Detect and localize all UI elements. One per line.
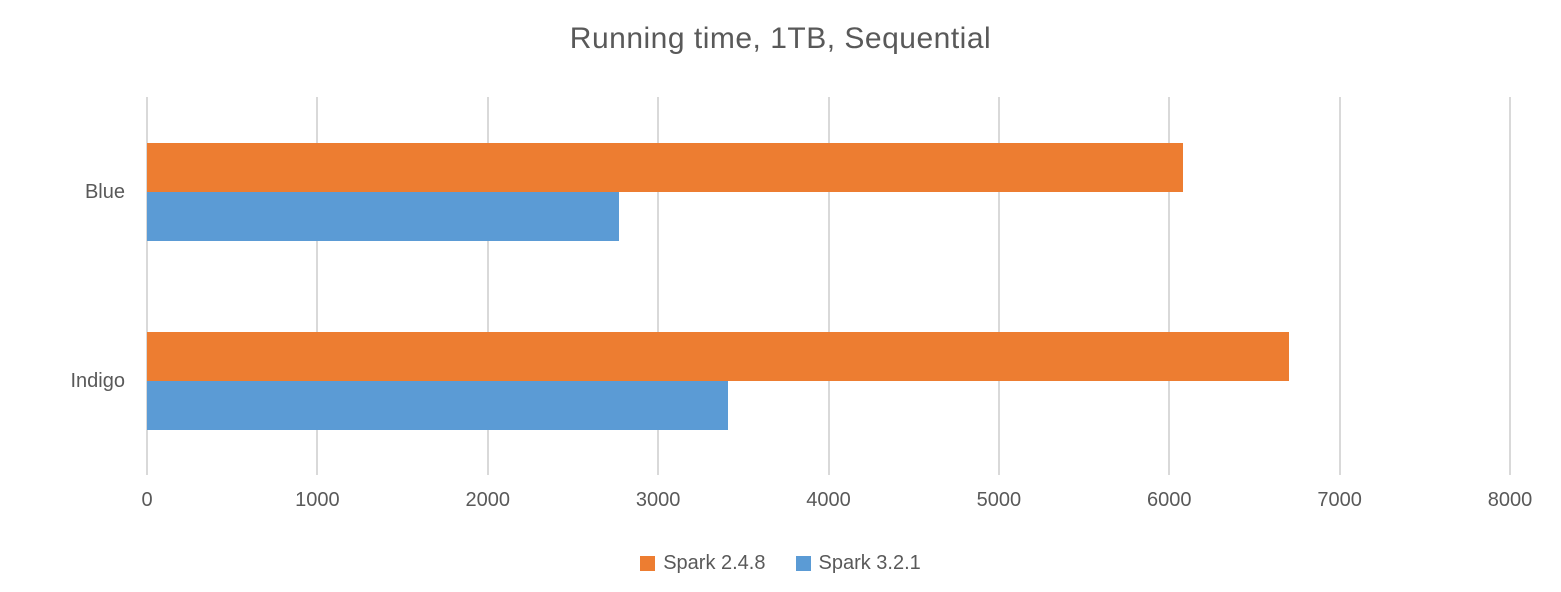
bar-indigo-spark-2-4-8 xyxy=(147,331,1289,381)
bar-indigo-spark-3-2-1 xyxy=(147,380,728,430)
legend-swatch-spark-2-4-8 xyxy=(640,556,656,571)
gridline xyxy=(997,97,1000,475)
y-axis-category-label-blue: Blue xyxy=(84,180,125,203)
legend: Spark 2.4.8 Spark 3.2.1 xyxy=(0,552,1561,575)
legend-label-spark-3-2-1: Spark 3.2.1 xyxy=(818,552,921,574)
gridline xyxy=(1168,97,1171,475)
legend-label-spark-2-4-8: Spark 2.4.8 xyxy=(663,552,766,574)
x-axis-tick-label: 2000 xyxy=(465,489,511,511)
y-axis-line xyxy=(146,97,148,475)
gridline xyxy=(1338,97,1341,475)
gridline xyxy=(827,97,830,475)
gridline xyxy=(316,97,319,475)
x-axis-tick-label: 1000 xyxy=(295,489,340,511)
gridline xyxy=(657,97,660,475)
gridline xyxy=(486,97,489,475)
gridline xyxy=(1509,97,1511,475)
bar-blue-spark-3-2-1 xyxy=(147,191,619,241)
legend-item-spark-3-2-1: Spark 3.2.1 xyxy=(795,552,921,575)
y-axis-category-label-indigo: Indigo xyxy=(70,369,126,392)
chart-title: Running time, 1TB, Sequential xyxy=(569,22,992,55)
x-axis-tick-label: 6000 xyxy=(1147,489,1192,511)
x-axis-tick-label: 3000 xyxy=(635,489,681,511)
legend-swatch-spark-3-2-1 xyxy=(795,556,811,571)
x-axis-tick-label: 8000 xyxy=(1487,489,1533,511)
x-axis-tick-label: 7000 xyxy=(1317,489,1362,511)
x-axis-tick-label: 4000 xyxy=(806,489,851,511)
x-axis-tick-label: 5000 xyxy=(976,489,1022,511)
x-axis-tick-label: 0 xyxy=(141,489,153,511)
bar-blue-spark-2-4-8 xyxy=(147,142,1183,192)
legend-item-spark-2-4-8: Spark 2.4.8 xyxy=(640,552,766,575)
